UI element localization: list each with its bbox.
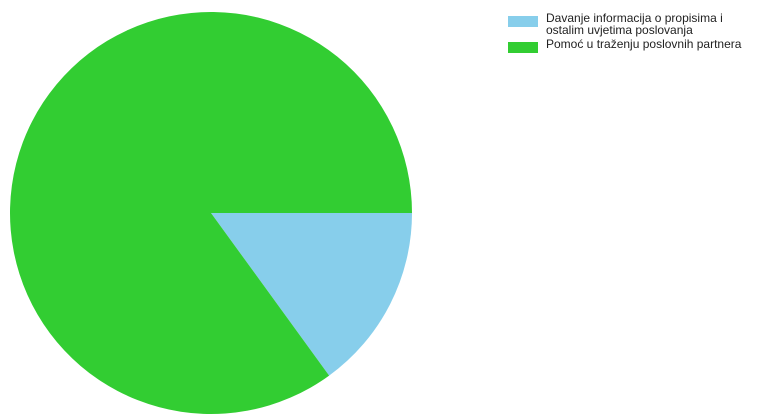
legend-item: Davanje informacija o propisima i ostali… bbox=[508, 12, 778, 36]
pie-slice-0 bbox=[211, 213, 412, 376]
legend-item: Pomoć u traženju poslovnih partnera bbox=[508, 38, 778, 53]
legend-swatch bbox=[508, 16, 538, 27]
pie-slice-1 bbox=[9, 11, 412, 414]
legend: Davanje informacija o propisima i ostali… bbox=[508, 12, 778, 55]
legend-label: Davanje informacija o propisima i ostali… bbox=[546, 11, 723, 37]
legend-label: Pomoć u traženju poslovnih partnera bbox=[546, 37, 742, 51]
legend-swatch bbox=[508, 42, 538, 53]
